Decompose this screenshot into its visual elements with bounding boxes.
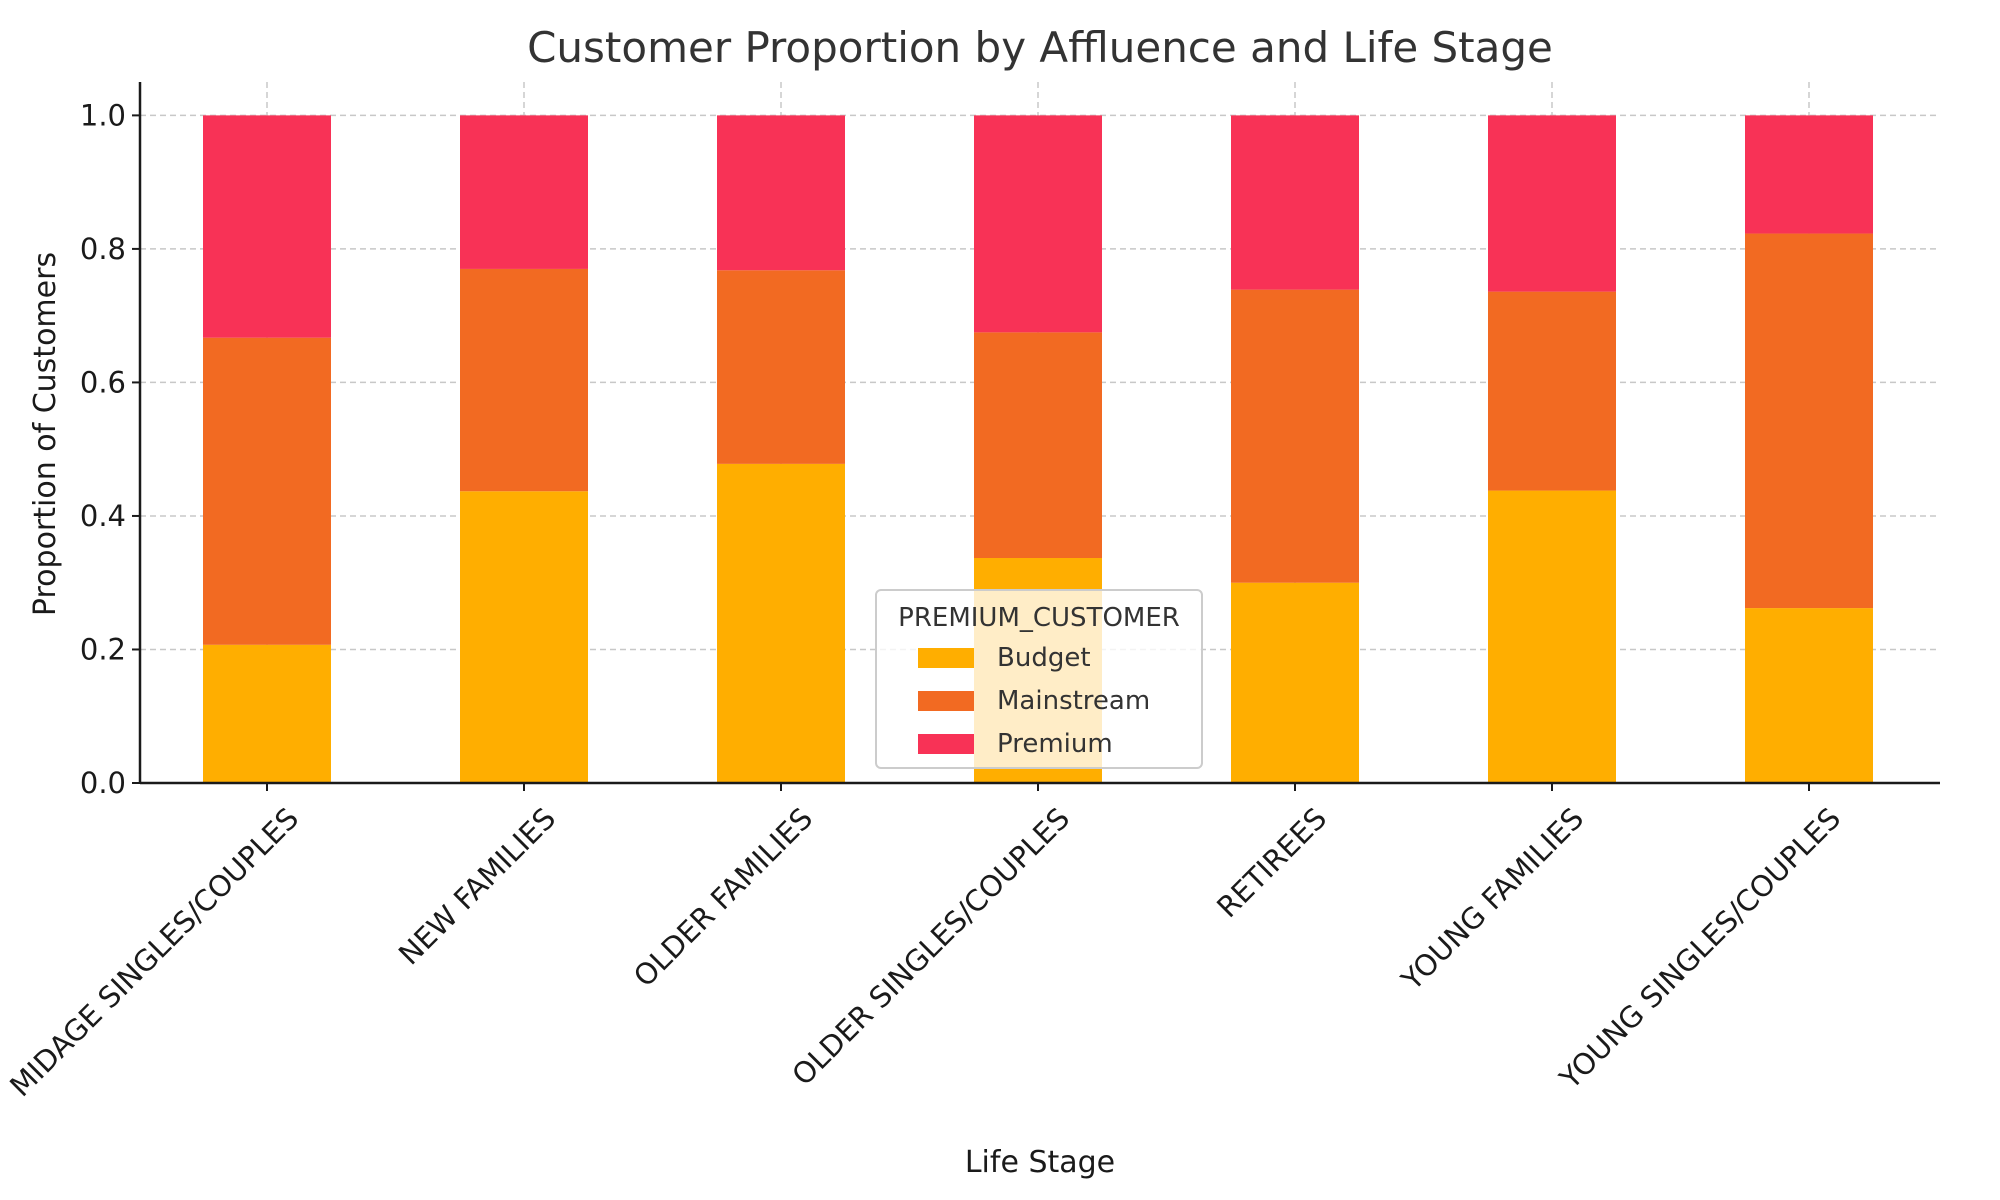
bar-premium-3 bbox=[974, 115, 1102, 333]
bar-premium-2 bbox=[717, 115, 845, 271]
bar-premium-1 bbox=[460, 115, 588, 269]
legend-box bbox=[875, 589, 1203, 769]
legend-swatch-mainstream bbox=[918, 691, 974, 711]
y-tick-label: 0.6 bbox=[80, 365, 126, 399]
x-tick-label: MIDAGE SINGLES/COUPLES bbox=[3, 801, 305, 1103]
bar-premium-5 bbox=[1488, 115, 1616, 292]
legend: PREMIUM_CUSTOMER Budget Mainstream Premium bbox=[875, 589, 1203, 769]
axes-layer bbox=[138, 82, 1940, 785]
x-tick-label: YOUNG FAMILIES bbox=[1394, 801, 1590, 997]
x-axis-label: Life Stage bbox=[965, 1145, 1115, 1180]
legend-label-mainstream: Mainstream bbox=[997, 686, 1150, 716]
bar-mainstream-4 bbox=[1231, 289, 1359, 583]
bar-mainstream-6 bbox=[1745, 233, 1873, 609]
chart-title: Customer Proportion by Affluence and Lif… bbox=[527, 23, 1553, 72]
bar-mainstream-1 bbox=[460, 268, 588, 492]
bar-premium-6 bbox=[1745, 115, 1873, 234]
legend-label-budget: Budget bbox=[997, 643, 1091, 673]
legend-title: PREMIUM_CUSTOMER bbox=[898, 603, 1180, 633]
x-tick-label: RETIREES bbox=[1210, 801, 1333, 924]
y-tick-label: 0.4 bbox=[80, 499, 126, 533]
bar-mainstream-2 bbox=[717, 270, 845, 464]
bar-mainstream-3 bbox=[974, 332, 1102, 559]
bar-budget-6 bbox=[1745, 608, 1873, 783]
y-tick-label: 0.8 bbox=[80, 232, 126, 266]
legend-swatch-budget bbox=[918, 648, 974, 668]
bar-budget-4 bbox=[1231, 582, 1359, 783]
x-tick-label: NEW FAMILIES bbox=[392, 801, 562, 971]
bar-budget-2 bbox=[717, 463, 845, 783]
bar-mainstream-5 bbox=[1488, 291, 1616, 491]
legend-swatch-premium bbox=[918, 734, 974, 754]
bar-budget-0 bbox=[203, 644, 331, 783]
y-tick-label: 1.0 bbox=[80, 98, 126, 132]
x-tick-label: OLDER FAMILIES bbox=[627, 801, 819, 993]
x-tick-label: OLDER SINGLES/COUPLES bbox=[785, 801, 1076, 1092]
y-axis-label: Proportion of Customers bbox=[28, 252, 63, 616]
y-tick-label: 0.2 bbox=[80, 632, 126, 666]
bar-premium-4 bbox=[1231, 115, 1359, 290]
legend-label-premium: Premium bbox=[997, 729, 1113, 759]
bar-budget-5 bbox=[1488, 490, 1616, 783]
bar-budget-1 bbox=[460, 491, 588, 783]
y-tick-label: 0.0 bbox=[80, 766, 126, 800]
bar-premium-0 bbox=[203, 115, 331, 338]
x-tick-label: YOUNG SINGLES/COUPLES bbox=[1552, 801, 1847, 1096]
bar-mainstream-0 bbox=[203, 337, 331, 645]
